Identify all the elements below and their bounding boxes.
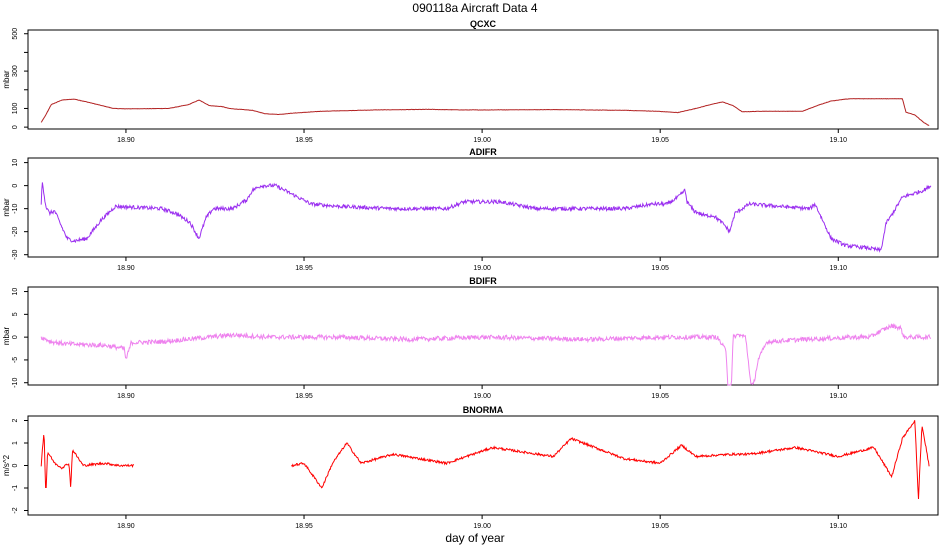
y-tick-label: 10: [12, 288, 19, 296]
y-tick-label: 5: [12, 312, 19, 316]
x-tick-label: 19.00: [473, 137, 491, 144]
y-axis-label: mbar: [2, 198, 11, 217]
y-tick-label: 0: [12, 125, 19, 129]
figure-title: 090118a Aircraft Data 4: [412, 1, 538, 15]
series-line: [40, 434, 135, 488]
x-axis-label: day of year: [445, 531, 505, 545]
series-line: [40, 98, 930, 126]
x-tick-label: 18.95: [295, 265, 313, 272]
x-tick-label: 19.10: [830, 137, 848, 144]
y-tick-label: 2: [12, 418, 19, 422]
y-tick-label: 1: [12, 441, 19, 445]
plot-frame: [27, 157, 939, 258]
x-tick-label: 19.00: [473, 523, 491, 530]
x-tick-label: 19.05: [651, 265, 669, 272]
y-tick-label: 0: [12, 335, 19, 339]
plot-frame: [27, 286, 939, 386]
panel-title: ADIFR: [469, 147, 497, 157]
x-tick-label: 18.90: [117, 137, 135, 144]
y-tick-label: 0: [12, 184, 19, 188]
x-tick-label: 19.10: [830, 393, 848, 400]
y-tick-label: -10: [12, 203, 19, 213]
series-line: [291, 420, 930, 500]
x-tick-label: 19.05: [651, 523, 669, 530]
series-line: [40, 182, 932, 253]
y-tick-label: -20: [12, 227, 19, 237]
y-tick-label: -10: [12, 378, 19, 388]
y-tick-label: 100: [12, 103, 19, 115]
x-tick-label: 19.05: [651, 137, 669, 144]
panel-title: BNORMA: [463, 405, 504, 415]
plot-frame: [27, 29, 939, 130]
y-tick-label: -1: [12, 485, 19, 491]
x-tick-label: 19.10: [830, 523, 848, 530]
y-tick-label: -5: [12, 357, 19, 363]
y-tick-label: -2: [12, 507, 19, 513]
x-tick-label: 18.90: [117, 523, 135, 530]
y-axis-label: m/s^2: [2, 454, 11, 476]
panel-title: QCXC: [470, 19, 497, 29]
y-tick-label: 500: [12, 28, 19, 40]
x-tick-label: 19.10: [830, 265, 848, 272]
x-tick-label: 19.00: [473, 393, 491, 400]
x-tick-label: 18.90: [117, 265, 135, 272]
plot-frame: [27, 415, 939, 516]
y-axis-label: mbar: [2, 327, 11, 346]
x-tick-label: 18.90: [117, 393, 135, 400]
x-tick-label: 18.95: [295, 393, 313, 400]
x-tick-label: 18.95: [295, 137, 313, 144]
x-tick-label: 19.05: [651, 393, 669, 400]
panel-title: BDIFR: [469, 276, 497, 286]
y-tick-label: 0: [12, 463, 19, 467]
y-tick-label: -30: [12, 250, 19, 260]
y-axis-label: mbar: [2, 70, 11, 89]
y-tick-label: 10: [12, 159, 19, 167]
series-line: [40, 322, 932, 386]
y-tick-label: 300: [12, 65, 19, 77]
x-tick-label: 19.00: [473, 265, 491, 272]
x-tick-label: 18.95: [295, 523, 313, 530]
